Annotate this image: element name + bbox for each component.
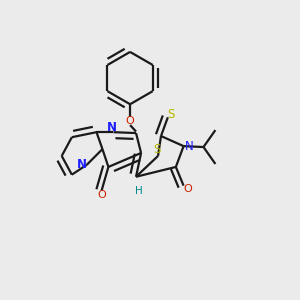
Text: N: N [77, 158, 87, 171]
Text: N: N [184, 140, 193, 153]
Text: H: H [135, 186, 143, 196]
Text: O: O [184, 184, 192, 194]
Text: S: S [167, 108, 175, 122]
Text: N: N [107, 121, 117, 134]
Text: O: O [97, 190, 106, 200]
Text: S: S [153, 143, 160, 156]
Text: O: O [126, 116, 134, 126]
